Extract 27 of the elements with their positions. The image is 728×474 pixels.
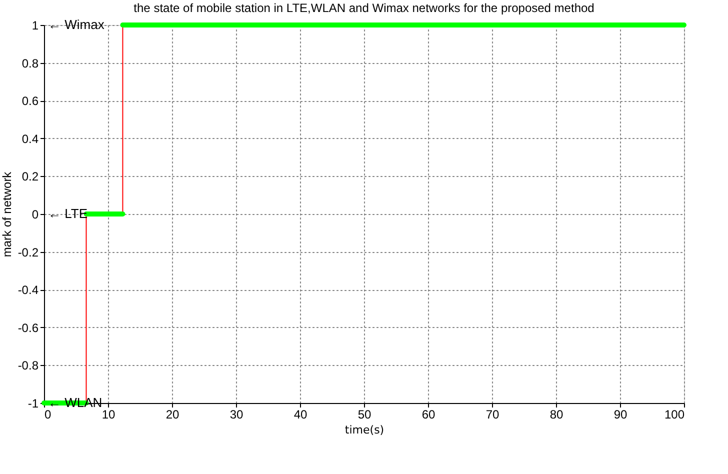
- x-tick-label: 90: [614, 408, 628, 422]
- x-tick-label: 40: [294, 408, 308, 422]
- x-tick-label: 60: [422, 408, 436, 422]
- x-axis-title: time(s): [344, 424, 384, 436]
- annotation: ← LTE: [48, 206, 88, 221]
- x-tick-label: 100: [664, 408, 685, 422]
- x-tick-label: 0: [44, 408, 52, 422]
- y-tick-label: 0.4: [22, 132, 39, 146]
- x-tick-label: 30: [230, 408, 244, 422]
- y-tick-label: -0.8: [18, 358, 39, 373]
- y-tick-label: 0.8: [22, 56, 39, 70]
- y-tick-label: -0.6: [18, 320, 39, 335]
- x-tick-label: 10: [102, 408, 116, 422]
- y-tick-label: 0: [32, 208, 39, 222]
- annotation: ← Wimax: [48, 17, 105, 32]
- y-tick-label: -0.4: [18, 283, 39, 298]
- y-tick-label: -1: [28, 396, 39, 410]
- x-tick-label: 50: [358, 408, 372, 422]
- y-tick-label: 0.2: [22, 170, 39, 184]
- y-axis-title: mark of network: [0, 170, 14, 258]
- y-tick-label: -0.2: [18, 245, 39, 260]
- chart-title: the state of mobile station in LTE,WLAN and Wimax networks for the proposed method: [134, 1, 594, 15]
- x-tick-label: 20: [166, 408, 180, 422]
- x-tick-label: 80: [550, 408, 564, 422]
- y-tick-label: 0.6: [22, 94, 39, 108]
- y-tick-label: 1: [32, 18, 39, 32]
- x-tick-label: 70: [486, 408, 500, 422]
